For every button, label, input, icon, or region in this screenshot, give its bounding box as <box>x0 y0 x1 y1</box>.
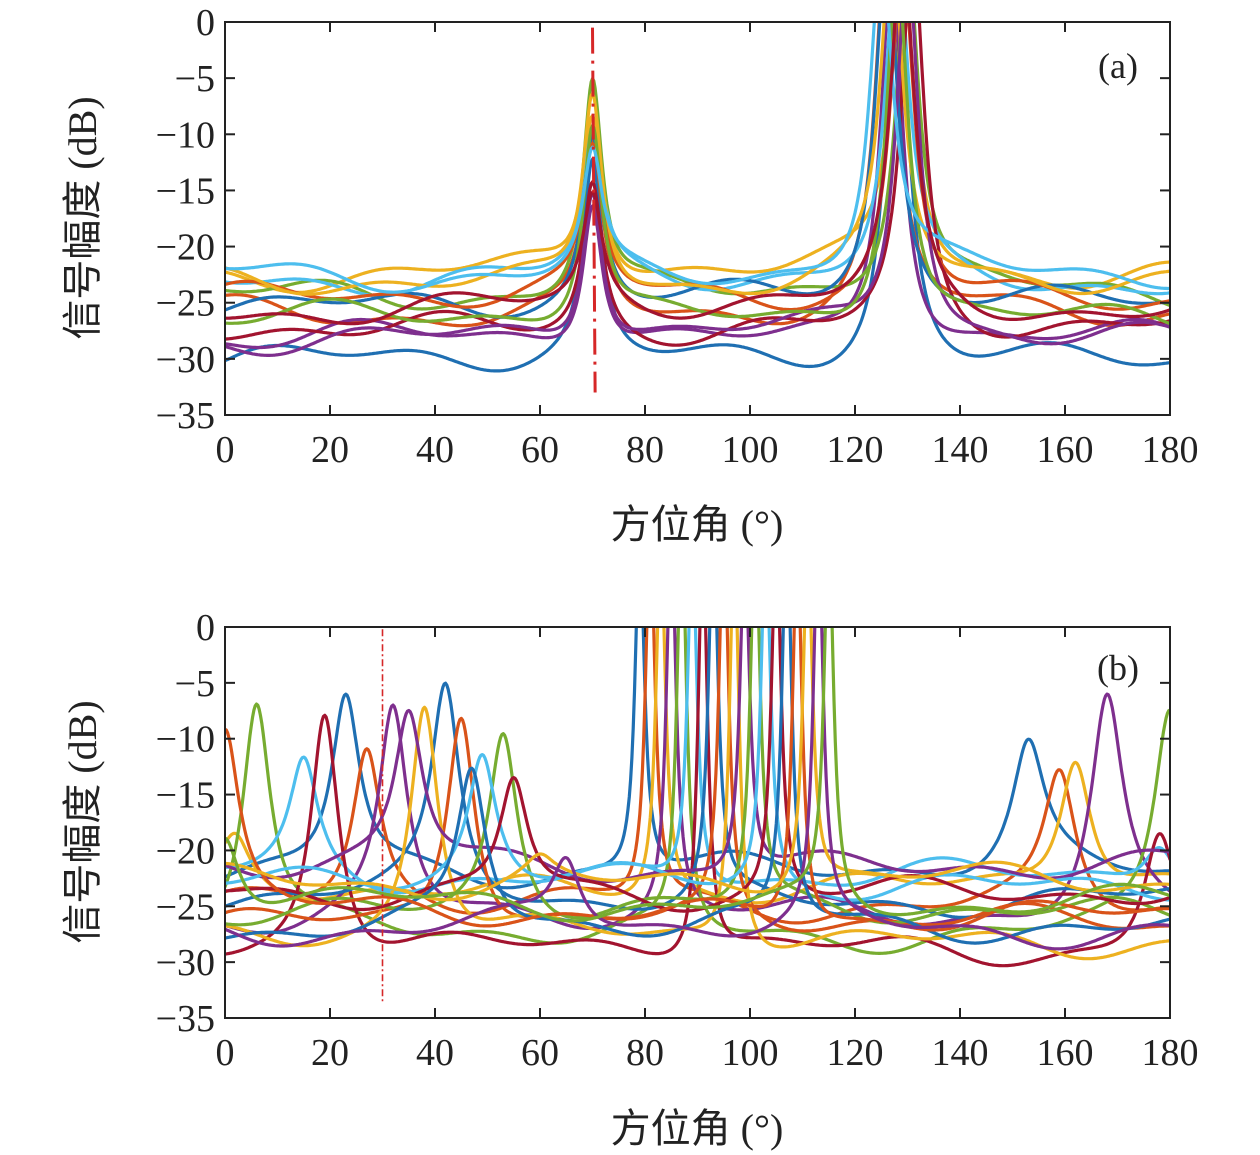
y-tick-label: 0 <box>196 2 215 44</box>
y-tick-label: −20 <box>156 830 215 872</box>
chart-panel-b: 0 20 40 60 80 100 120 140 160 180 0 −5 −10 −15 −20 −25 −… <box>60 607 1199 1151</box>
x-tick-label: 120 <box>827 429 884 471</box>
x-tick-label: 160 <box>1037 429 1094 471</box>
plot-frame-b <box>224 626 1171 1019</box>
x-tick-label: 0 <box>216 429 235 471</box>
x-tick-label: 80 <box>626 1032 664 1074</box>
y-tick-label: 0 <box>196 607 215 649</box>
series-line <box>225 627 1170 935</box>
reference-line-group-a <box>591 27 597 393</box>
series-line <box>225 22 1170 298</box>
x-tick-label: 40 <box>416 1032 454 1074</box>
x-tick-label: 180 <box>1142 429 1199 471</box>
x-tick-label: 20 <box>311 429 349 471</box>
series-group-a <box>225 22 1170 373</box>
reference-line <box>591 27 597 393</box>
series-line <box>225 627 1170 968</box>
series-line <box>225 627 1170 932</box>
series-line <box>225 22 1170 373</box>
series-line <box>225 22 1170 294</box>
series-line <box>225 22 1170 296</box>
series-line <box>225 22 1170 326</box>
panel-tag-b: (b) <box>1097 648 1139 688</box>
y-tick-label: −10 <box>156 114 215 156</box>
series-line <box>225 22 1170 312</box>
y-axis-label-b: 信号幅度 (dB) <box>60 700 105 943</box>
series-line <box>225 627 1170 923</box>
x-tick-label: 60 <box>521 1032 559 1074</box>
x-tick-label: 40 <box>416 429 454 471</box>
x-tick-label: 100 <box>722 429 779 471</box>
x-tick-label: 80 <box>626 429 664 471</box>
y-tick-label: −10 <box>156 719 215 761</box>
y-tick-label: −5 <box>175 663 215 705</box>
y-tick-label: −25 <box>156 283 215 325</box>
x-tick-label: 120 <box>827 1032 884 1074</box>
x-tick-label: 20 <box>311 1032 349 1074</box>
y-tick-label: −15 <box>156 170 215 212</box>
x-tick-label: 180 <box>1142 1032 1199 1074</box>
y-tick-label: −35 <box>156 998 215 1040</box>
series-line <box>225 22 1170 311</box>
plot-frame-a <box>224 21 1171 416</box>
chart-panel-a: 0 20 40 60 80 100 120 140 160 180 0 −5 −10 −15 −20 −25 −… <box>60 2 1199 547</box>
y-tick-label: −30 <box>156 339 215 381</box>
y-tick-label: −25 <box>156 886 215 928</box>
y-axis-label-a: 信号幅度 (dB) <box>60 96 105 339</box>
series-line <box>225 22 1170 326</box>
y-tick-label: −20 <box>156 227 215 269</box>
x-tick-label: 140 <box>932 429 989 471</box>
x-axis-label-b: 方位角 (°) <box>611 1106 784 1151</box>
y-tick-label: −15 <box>156 775 215 817</box>
series-group-b <box>225 627 1170 968</box>
x-tick-label: 60 <box>521 429 559 471</box>
x-tick-label: 100 <box>722 1032 779 1074</box>
x-tick-label: 140 <box>932 1032 989 1074</box>
y-tick-label: −30 <box>156 942 215 984</box>
series-line <box>225 627 1170 913</box>
y-tick-label: −35 <box>156 395 215 437</box>
x-axis-label-a: 方位角 (°) <box>611 502 784 547</box>
series-line <box>225 22 1170 294</box>
x-tick-label: 160 <box>1037 1032 1094 1074</box>
ticks-group-b: 0 20 40 60 80 100 120 140 160 180 0 −5 −10 −15 −20 −25 −… <box>156 607 1199 1074</box>
ticks-group-a: 0 20 40 60 80 100 120 140 160 180 0 −5 −10 −15 −20 −25 −… <box>156 2 1199 471</box>
y-tick-label: −5 <box>175 58 215 100</box>
series-line <box>225 22 1170 357</box>
x-tick-label: 0 <box>216 1032 235 1074</box>
panel-tag-a: (a) <box>1098 46 1138 86</box>
